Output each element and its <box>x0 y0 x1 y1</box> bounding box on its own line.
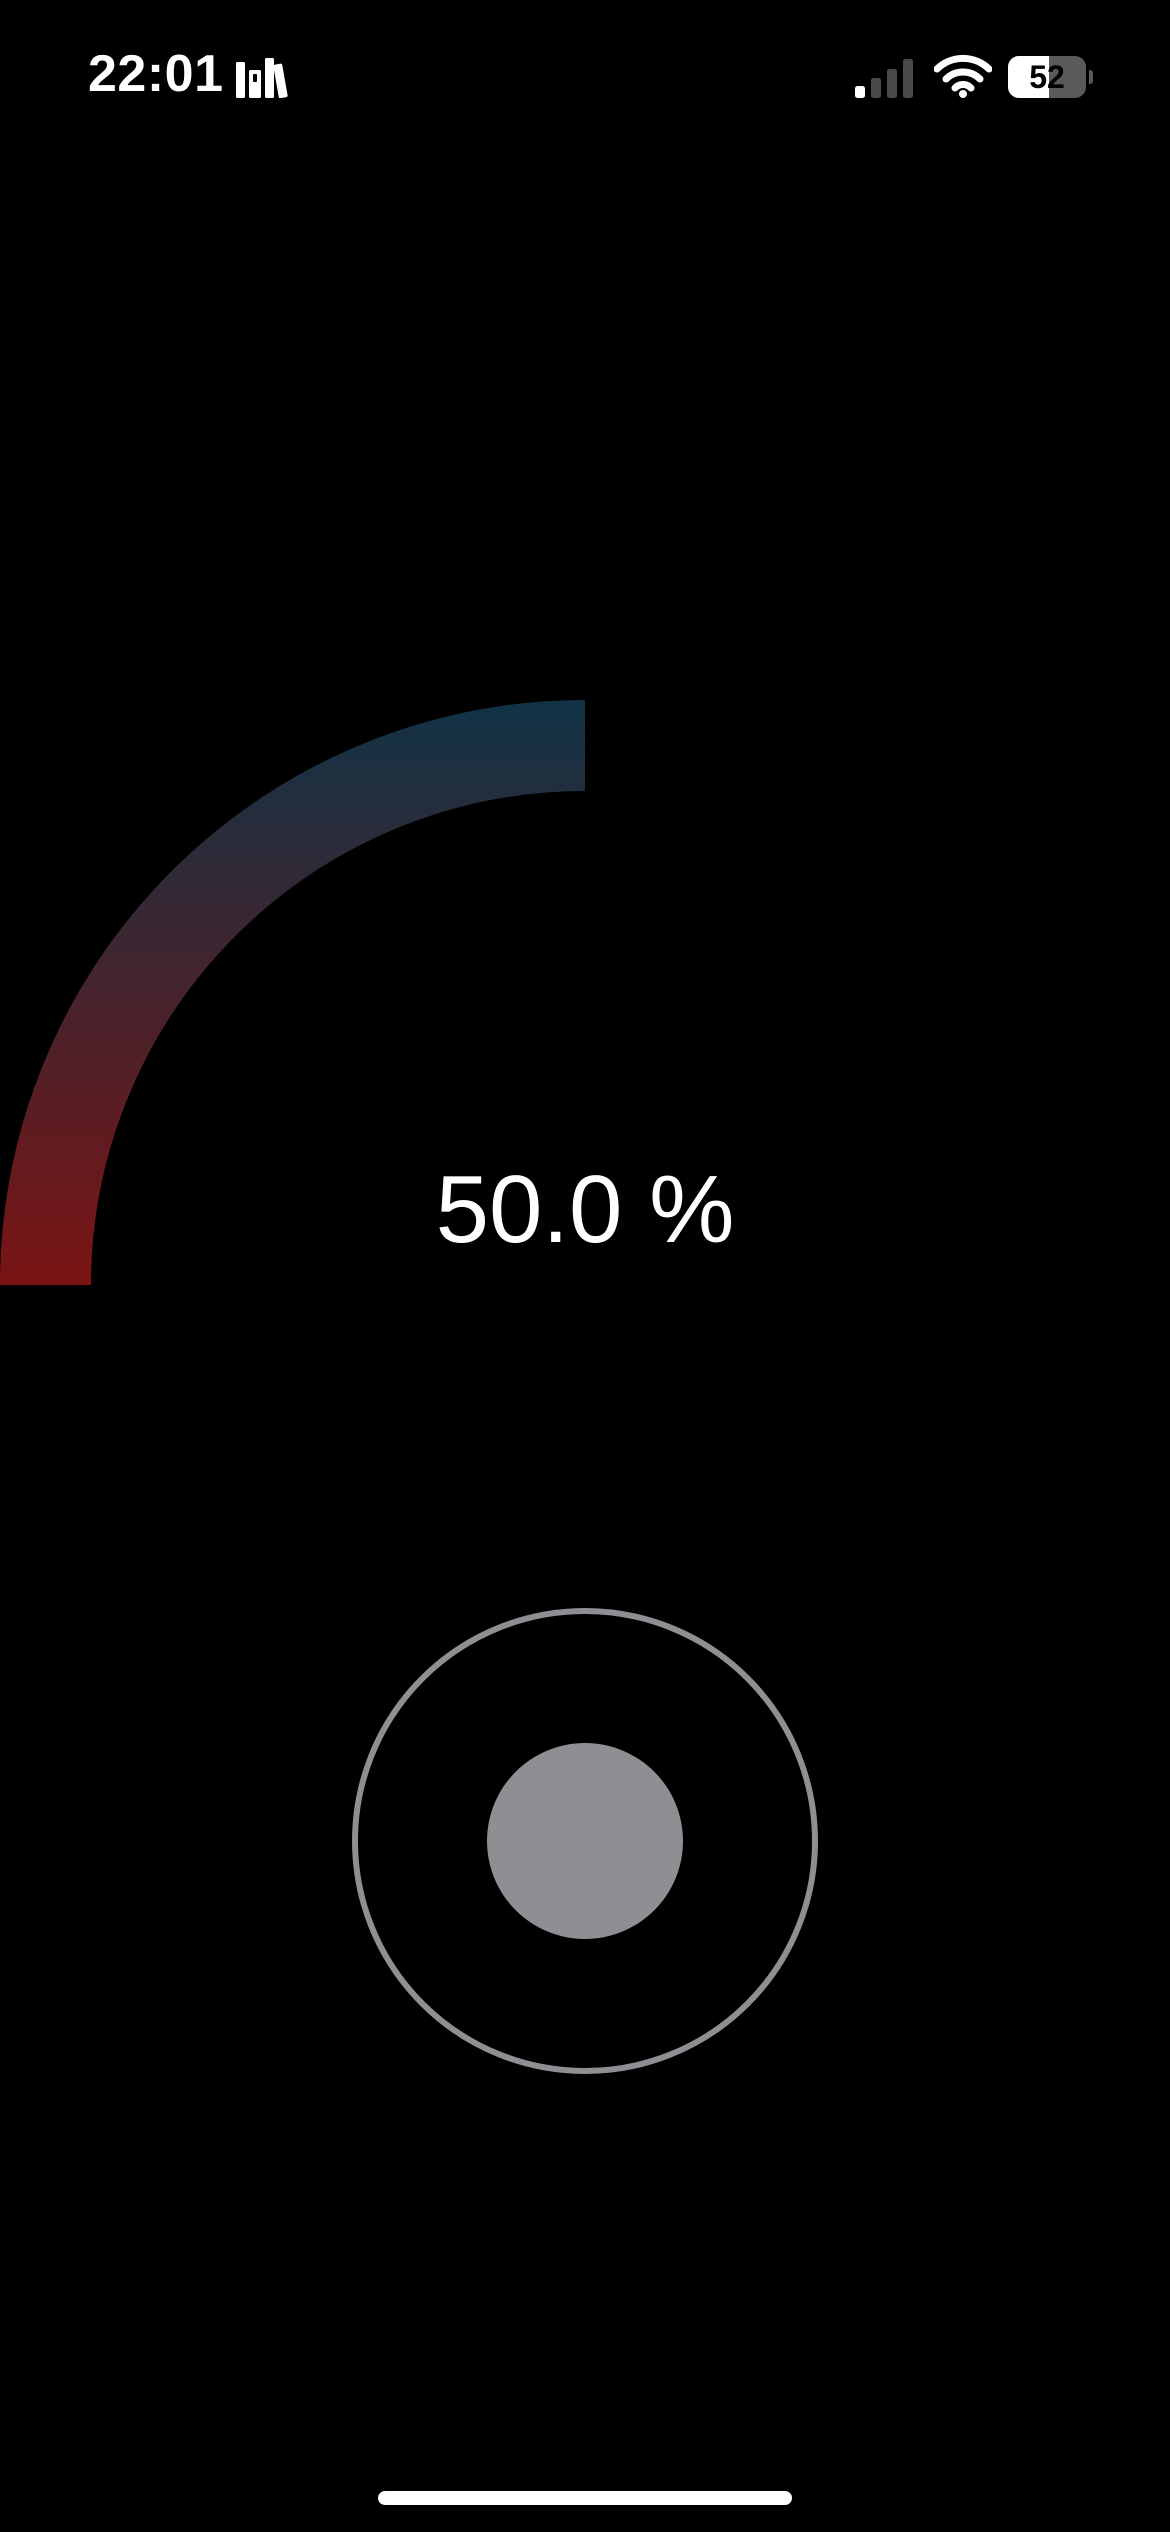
progress-gauge <box>0 700 586 1286</box>
home-indicator[interactable] <box>378 2491 792 2505</box>
control-knob[interactable] <box>487 1743 683 1939</box>
gauge-arc <box>0 700 586 1286</box>
wifi-icon <box>934 54 992 98</box>
battery-tip <box>1089 70 1093 84</box>
signal-icon <box>855 59 913 98</box>
library-icon <box>236 58 288 98</box>
control-ring <box>352 1608 818 2074</box>
status-bar: 22:01 52 <box>0 0 1170 150</box>
status-time: 22:01 <box>88 45 224 103</box>
battery-fill <box>1008 56 1049 98</box>
battery-level: 52 <box>1029 59 1065 95</box>
battery-icon: 52 <box>1008 56 1093 98</box>
gauge-control-button[interactable] <box>352 1608 818 2074</box>
gauge-value-label: 50.0 % <box>435 1156 735 1263</box>
battery-body: 52 <box>1008 56 1086 98</box>
